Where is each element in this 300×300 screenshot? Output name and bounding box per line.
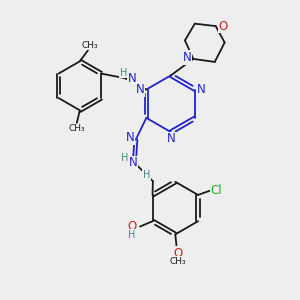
Text: O: O	[174, 247, 183, 260]
Text: H: H	[121, 153, 128, 163]
Text: N: N	[136, 83, 145, 96]
Text: N: N	[128, 156, 137, 169]
Text: H: H	[142, 169, 150, 180]
Text: H: H	[128, 230, 135, 240]
Text: CH₃: CH₃	[68, 124, 85, 133]
Text: O: O	[127, 220, 136, 233]
Text: CH₃: CH₃	[170, 257, 187, 266]
Text: N: N	[183, 51, 192, 64]
Text: CH₃: CH₃	[81, 41, 98, 50]
Text: N: N	[125, 131, 134, 144]
Text: N: N	[128, 72, 136, 85]
Text: O: O	[218, 20, 228, 33]
Text: H: H	[120, 68, 127, 78]
Text: Cl: Cl	[211, 184, 222, 197]
Text: N: N	[197, 83, 206, 96]
Text: N: N	[167, 132, 175, 145]
